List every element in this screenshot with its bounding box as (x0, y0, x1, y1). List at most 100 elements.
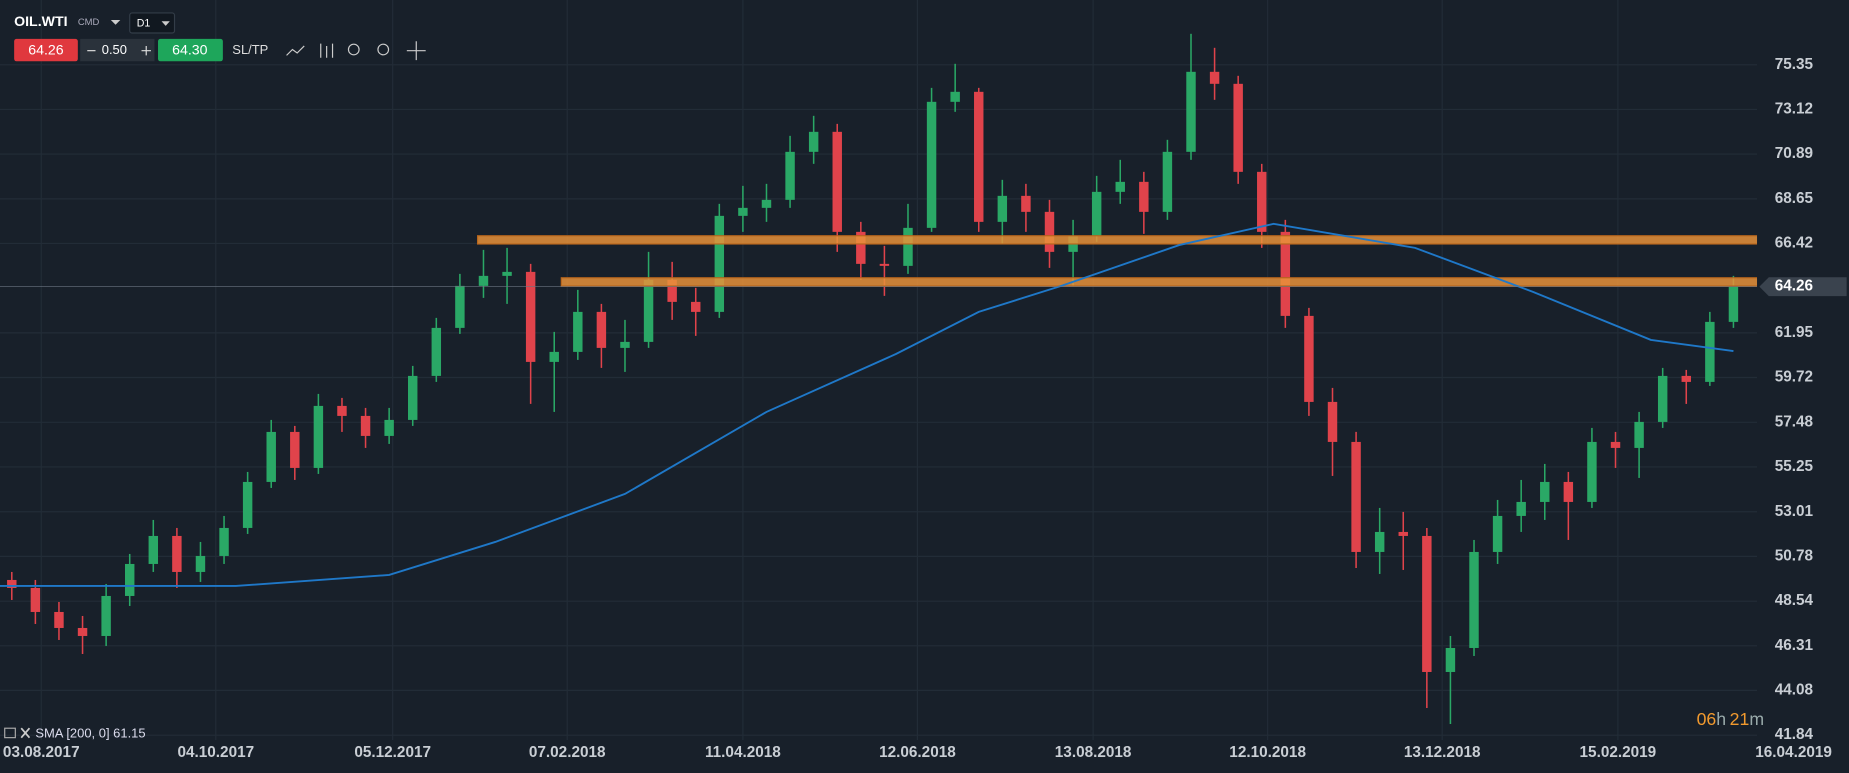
zoom-out-icon[interactable] (347, 43, 360, 56)
candle-body (101, 595, 111, 636)
y-tick-label: 44.08 (1775, 681, 1814, 698)
candle-body (596, 311, 607, 348)
zoom-in-icon[interactable] (377, 43, 390, 56)
last-price-tag (1759, 277, 1847, 297)
candle-body (832, 131, 842, 232)
candle-body (573, 311, 583, 352)
x-tick-label: 16.04.2019 (1755, 744, 1832, 761)
candle-body (124, 563, 135, 596)
y-tick-label: 41.84 (1775, 726, 1814, 743)
dropdown-arrow[interactable] (161, 21, 170, 26)
candle-body (1563, 481, 1574, 502)
plus-icon[interactable] (141, 45, 151, 56)
y-tick-label: 57.48 (1775, 413, 1814, 430)
y-tick-label: 53.01 (1775, 503, 1814, 520)
candle-body (950, 91, 960, 102)
buy-button[interactable] (158, 38, 223, 62)
timer-hours-unit: h (1716, 709, 1726, 729)
candle-body (1257, 171, 1267, 232)
x-tick-label: 13.08.2018 (1055, 744, 1132, 761)
candle-body (1351, 441, 1361, 552)
x-tick-label: 13.12.2018 (1404, 744, 1481, 761)
y-tick-label: 68.65 (1775, 190, 1814, 207)
candle-body (1280, 231, 1291, 316)
volume-box[interactable] (80, 38, 155, 62)
timer: 06h 21m (1697, 709, 1764, 729)
candle-body (148, 535, 159, 564)
candle-body (691, 301, 701, 312)
resistance-level (476, 235, 1764, 245)
line-icon[interactable] (286, 45, 305, 56)
dropdown-arrow[interactable] (110, 20, 121, 25)
candle-body (1162, 151, 1173, 212)
x-tick-label: 03.08.2017 (3, 744, 80, 761)
candle-body (1469, 551, 1479, 648)
move-icon[interactable] (406, 41, 426, 61)
candle-body (1398, 531, 1408, 536)
candle-body (30, 587, 41, 612)
sell-button[interactable] (14, 38, 78, 62)
candle-body (1728, 286, 1739, 322)
candle-body (266, 431, 276, 482)
candle-body (1634, 421, 1644, 448)
timeframe[interactable]: D1 (137, 17, 151, 29)
candle-body (1186, 71, 1196, 152)
candle-body (384, 419, 394, 436)
candle-body (455, 285, 465, 328)
candle-body (714, 215, 725, 312)
candle-body (1044, 211, 1055, 252)
candle-icon[interactable] (320, 43, 334, 58)
candle-body (313, 405, 324, 468)
candle-body (785, 151, 795, 200)
x-tick-label: 07.02.2018 (529, 744, 606, 761)
price-axis-bg (1757, 0, 1849, 773)
last-price-label: 64.26 (1775, 278, 1813, 295)
candle-body (1445, 647, 1456, 672)
y-tick-label: 59.72 (1775, 369, 1813, 386)
timer-minutes: 21 (1730, 709, 1750, 729)
candle-body (1610, 441, 1621, 448)
candle-body (1422, 535, 1432, 672)
symbol[interactable]: OIL.WTI (14, 13, 67, 29)
candle-body (997, 195, 1008, 222)
axes: 75.35 73.12 70.89 68.65 66.42 61.95 59.72 57.48… (3, 0, 1849, 773)
candle-body (1587, 441, 1597, 502)
candle-body (1233, 83, 1243, 172)
candle-body (620, 341, 630, 348)
x-tick-label: 11.04.2018 (705, 744, 781, 761)
volume[interactable]: 0.50 (102, 42, 127, 57)
y-tick-label: 46.31 (1775, 637, 1814, 654)
sma-line (0, 222, 1734, 587)
candle-body (667, 279, 677, 302)
candle-body (431, 327, 442, 376)
candle-body (1327, 401, 1338, 442)
candle-body (1492, 515, 1503, 552)
candle-body (525, 271, 536, 362)
candle-body (502, 271, 512, 276)
candle-body (290, 431, 300, 468)
candle-body (1681, 375, 1691, 382)
resistance-level (560, 277, 1764, 287)
candle-body (7, 579, 17, 588)
timeframe-box[interactable] (129, 12, 176, 34)
y-tick-label: 55.25 (1775, 458, 1814, 475)
plot (0, 33, 1764, 725)
y-tick-label: 48.54 (1775, 592, 1814, 609)
candle-body (1705, 321, 1715, 382)
close-icon[interactable] (20, 727, 31, 739)
indicator-icon[interactable] (4, 727, 16, 739)
candle-body (337, 405, 347, 416)
candle-body (903, 227, 913, 266)
sltp[interactable]: SL/TP (232, 42, 268, 57)
candle-body (77, 627, 88, 636)
candle-body (1516, 501, 1526, 516)
candle-body (643, 279, 654, 342)
candle-body (1374, 531, 1385, 552)
x-tick-label: 12.10.2018 (1229, 744, 1306, 761)
candle-body (1209, 71, 1220, 84)
sell-price[interactable]: 64.26 (28, 41, 64, 57)
buy-price[interactable]: 64.30 (172, 41, 208, 57)
candle-body (54, 611, 64, 628)
x-tick-label: 12.06.2018 (879, 744, 956, 761)
